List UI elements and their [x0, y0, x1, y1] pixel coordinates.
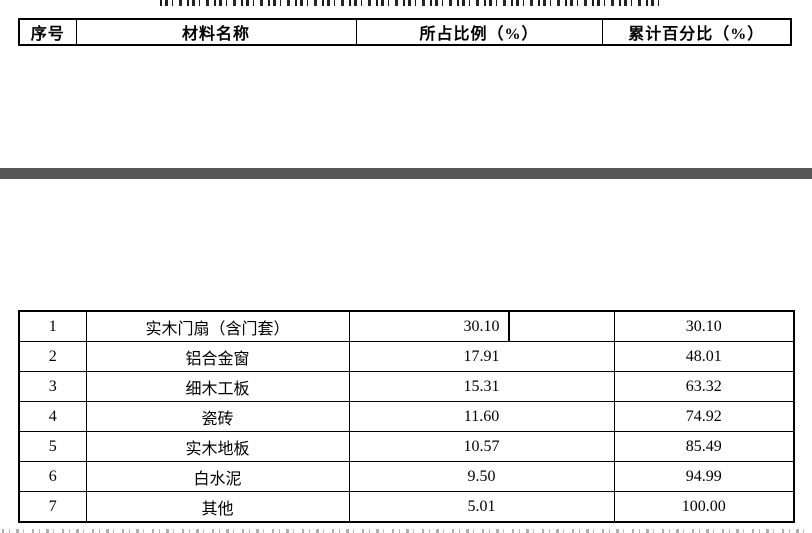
cell-no[interactable]: 5: [18, 431, 87, 462]
cell-cum[interactable]: 48.01: [613, 341, 795, 372]
header-row: 序号 材料名称 所占比例（%） 累计百分比（%）: [18, 18, 792, 46]
clipped-text-line: [2, 529, 810, 533]
table-row: 5 实木地板 10.57 85.49: [18, 431, 795, 462]
header-cell-no[interactable]: 序号: [18, 18, 77, 46]
table-row: 7 其他 5.01 100.00: [18, 491, 795, 523]
header-cell-name[interactable]: 材料名称: [75, 18, 357, 46]
cell-name[interactable]: 铝合金窗: [85, 341, 350, 372]
cell-pct[interactable]: 15.31: [348, 371, 615, 402]
cell-name[interactable]: 实木地板: [85, 431, 350, 462]
table-row: 2 铝合金窗 17.91 48.01: [18, 341, 795, 372]
cell-cum[interactable]: 63.32: [613, 371, 795, 402]
cell-pct[interactable]: 10.57: [348, 431, 615, 462]
cell-pct[interactable]: 17.91: [348, 341, 615, 372]
clipped-table-title: [160, 0, 660, 6]
header-cell-cum[interactable]: 累计百分比（%）: [601, 18, 792, 46]
cell-cum[interactable]: 85.49: [613, 431, 795, 462]
page-break-separator: [0, 168, 812, 179]
table-row: 4 瓷砖 11.60 74.92: [18, 401, 795, 432]
header-cell-pct[interactable]: 所占比例（%）: [355, 18, 603, 46]
cell-no[interactable]: 2: [18, 341, 87, 372]
cell-name[interactable]: 其他: [85, 491, 350, 523]
cell-no[interactable]: 7: [18, 491, 87, 523]
cell-pct[interactable]: 5.01: [348, 491, 615, 523]
cell-no[interactable]: 6: [18, 461, 87, 492]
cell-name[interactable]: 白水泥: [85, 461, 350, 492]
table-row: 3 细木工板 15.31 63.32: [18, 371, 795, 402]
cell-no[interactable]: 3: [18, 371, 87, 402]
text-cursor: [507, 312, 510, 341]
cell-no[interactable]: 1: [18, 310, 87, 342]
cell-pct[interactable]: 9.50: [348, 461, 615, 492]
cell-name[interactable]: 瓷砖: [85, 401, 350, 432]
materials-table-body: 1 实木门扇（含门套） 30.10 30.10 2 铝合金窗 17.91 48.…: [18, 310, 795, 523]
cell-pct[interactable]: 11.60: [348, 401, 615, 432]
cell-cum[interactable]: 100.00: [613, 491, 795, 523]
materials-table: 1 实木门扇（含门套） 30.10 30.10 2 铝合金窗 17.91 48.…: [18, 310, 795, 523]
cell-name[interactable]: 实木门扇（含门套）: [85, 310, 350, 342]
table-row: 6 白水泥 9.50 94.99: [18, 461, 795, 492]
table-row: 1 实木门扇（含门套） 30.10 30.10: [18, 310, 795, 342]
cell-name[interactable]: 细木工板: [85, 371, 350, 402]
cell-cum[interactable]: 30.10: [613, 310, 795, 342]
materials-table-header: 序号 材料名称 所占比例（%） 累计百分比（%）: [18, 18, 792, 46]
cell-cum[interactable]: 74.92: [613, 401, 795, 432]
cell-cum[interactable]: 94.99: [613, 461, 795, 492]
cell-pct[interactable]: 30.10: [348, 310, 615, 342]
cell-no[interactable]: 4: [18, 401, 87, 432]
